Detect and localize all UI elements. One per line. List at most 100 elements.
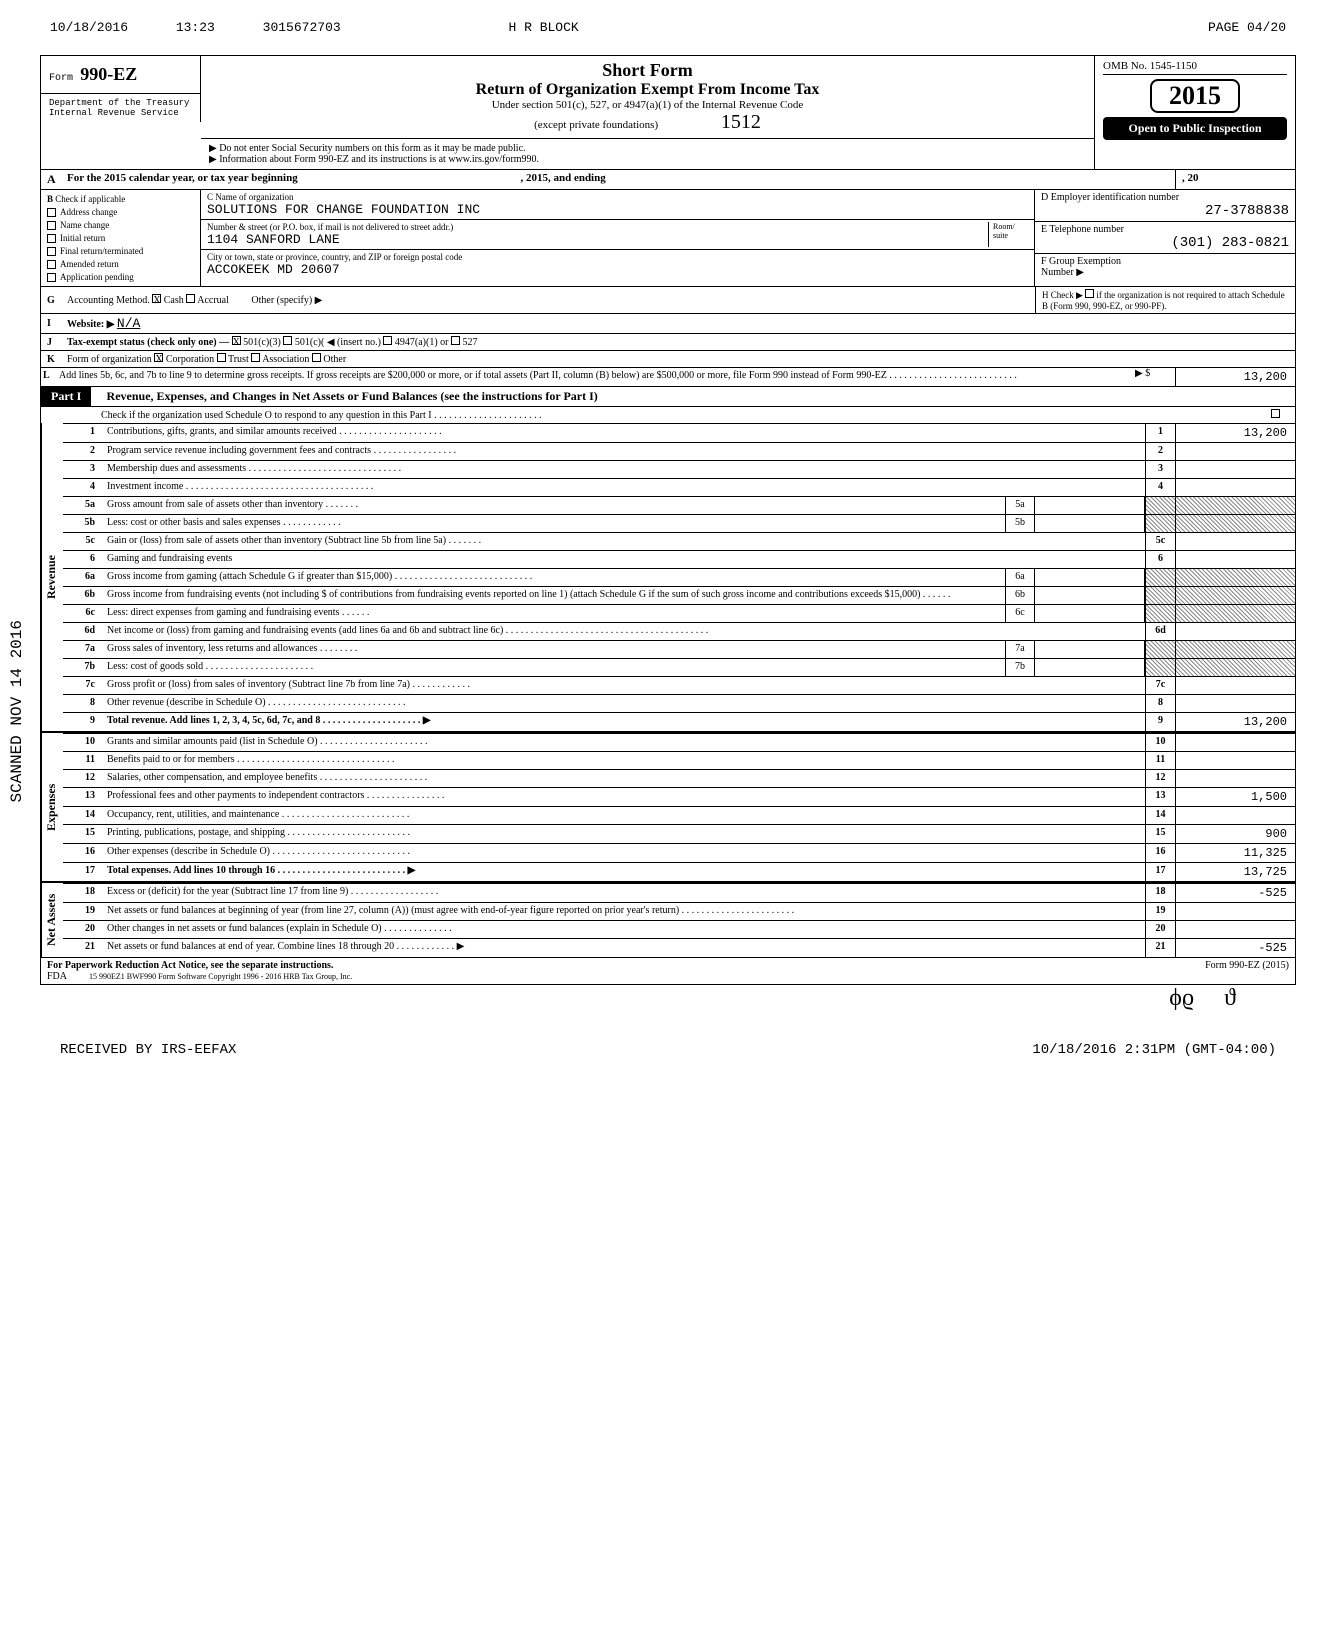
line-num-1: 1 — [63, 424, 103, 442]
received-time: 10/18/2016 2:31PM (GMT-04:00) — [1032, 1042, 1276, 1058]
room-label: Room/ suite — [988, 222, 1028, 247]
h-label: H Check ▶ — [1042, 290, 1083, 300]
revenue-label: Revenue — [41, 423, 63, 731]
instr-1: ▶ Do not enter Social Security numbers o… — [209, 143, 1086, 154]
line-desc-9: Total revenue. Add lines 1, 2, 3, 4, 5c,… — [103, 713, 1145, 731]
fda: FDA — [47, 971, 66, 982]
dept-treasury: Department of the Treasury — [49, 98, 192, 108]
check-accrual[interactable] — [186, 294, 195, 303]
line-num-18: 18 — [63, 884, 103, 902]
scanned-stamp: SCANNED NOV 14 2016 — [8, 620, 26, 802]
fax-number: 3015672703 — [263, 20, 341, 35]
line-num-6a: 6a — [63, 569, 103, 586]
mid-num-6a: 6a — [1005, 569, 1035, 586]
mid-val-5b — [1035, 515, 1145, 532]
amount-9: 13,200 — [1175, 713, 1295, 731]
amount-6 — [1175, 551, 1295, 568]
check-name[interactable] — [47, 221, 56, 230]
row-j-text: Tax-exempt status (check only one) — — [67, 337, 229, 348]
rval-shaded-7b — [1175, 659, 1295, 676]
check-corp[interactable]: X — [154, 353, 163, 362]
line-desc-1: Contributions, gifts, grants, and simila… — [103, 424, 1145, 442]
form-version: Form 990-EZ (2015) — [1205, 960, 1289, 982]
line-desc-10: Grants and similar amounts paid (list in… — [103, 734, 1145, 751]
check-501c[interactable] — [283, 336, 292, 345]
mid-val-7a — [1035, 641, 1145, 658]
line-num-6: 6 — [63, 551, 103, 568]
street-address: 1104 SANFORD LANE — [207, 232, 988, 247]
fax-page: PAGE 04/20 — [1208, 20, 1286, 35]
mid-num-6b: 6b — [1005, 587, 1035, 604]
amount-20 — [1175, 921, 1295, 938]
rnum-20: 20 — [1145, 921, 1175, 938]
line-num-6d: 6d — [63, 623, 103, 640]
check-pending[interactable] — [47, 273, 56, 282]
row-k-text: Form of organization — [67, 354, 152, 365]
amount-4 — [1175, 479, 1295, 496]
part1-check-line: Check if the organization used Schedule … — [41, 408, 1265, 423]
check-schedule-b[interactable] — [1085, 289, 1094, 298]
rnum-6d: 6d — [1145, 623, 1175, 640]
line-desc-7b: Less: cost of goods sold . . . . . . . .… — [103, 659, 1005, 676]
f-sub: Number ▶ — [1041, 267, 1289, 278]
line-desc-6d: Net income or (loss) from gaming and fun… — [103, 623, 1145, 640]
rnum-16: 16 — [1145, 844, 1175, 862]
check-trust[interactable] — [217, 353, 226, 362]
line-desc-17: Total expenses. Add lines 10 through 16 … — [103, 863, 1145, 881]
rval-shaded-6c — [1175, 605, 1295, 622]
check-527[interactable] — [451, 336, 460, 345]
row-g-text: Accounting Method. — [67, 295, 150, 306]
line-num-7c: 7c — [63, 677, 103, 694]
check-final[interactable] — [47, 247, 56, 256]
part1-title: Revenue, Expenses, and Changes in Net As… — [99, 387, 606, 405]
check-cash[interactable]: X — [152, 294, 161, 303]
check-schedule-o[interactable] — [1271, 409, 1280, 418]
row-j-label: J — [41, 335, 61, 350]
line-desc-6c: Less: direct expenses from gaming and fu… — [103, 605, 1005, 622]
rnum-19: 19 — [1145, 903, 1175, 920]
line-desc-13: Professional fees and other payments to … — [103, 788, 1145, 806]
line-desc-6a: Gross income from gaming (attach Schedul… — [103, 569, 1005, 586]
amount-11 — [1175, 752, 1295, 769]
row-i-text: Website: ▶ — [67, 319, 114, 330]
line-desc-12: Salaries, other compensation, and employ… — [103, 770, 1145, 787]
rnum-21: 21 — [1145, 939, 1175, 957]
mid-val-6b — [1035, 587, 1145, 604]
rnum-shaded-7b — [1145, 659, 1175, 676]
phone: (301) 283-0821 — [1041, 235, 1289, 251]
check-initial[interactable] — [47, 234, 56, 243]
dept-irs: Internal Revenue Service — [49, 108, 192, 118]
mid-num-7b: 7b — [1005, 659, 1035, 676]
check-address[interactable] — [47, 208, 56, 217]
check-amended[interactable] — [47, 260, 56, 269]
line-desc-3: Membership dues and assessments . . . . … — [103, 461, 1145, 478]
website: N/A — [117, 316, 140, 331]
form-number: 990-EZ — [80, 64, 137, 84]
rnum-5c: 5c — [1145, 533, 1175, 550]
row-k-label: K — [41, 352, 61, 367]
pra-notice: For Paperwork Reduction Act Notice, see … — [47, 960, 333, 971]
rnum-3: 3 — [1145, 461, 1175, 478]
amount-8 — [1175, 695, 1295, 712]
tax-year: 2015 — [1150, 79, 1240, 113]
rnum-13: 13 — [1145, 788, 1175, 806]
row-a-end: , 20 — [1175, 170, 1295, 189]
row-l-arrow: ▶ $ — [1135, 368, 1175, 386]
row-b-label: B — [47, 194, 53, 204]
rnum-11: 11 — [1145, 752, 1175, 769]
check-501c3[interactable]: X — [232, 336, 241, 345]
rval-shaded-6b — [1175, 587, 1295, 604]
line-desc-14: Occupancy, rent, utilities, and maintena… — [103, 807, 1145, 824]
omb-number: OMB No. 1545-1150 — [1103, 60, 1287, 75]
amount-19 — [1175, 903, 1295, 920]
rnum-2: 2 — [1145, 443, 1175, 460]
c-label: C Name of organization — [207, 192, 1028, 202]
open-public: Open to Public Inspection — [1103, 117, 1287, 140]
rnum-14: 14 — [1145, 807, 1175, 824]
line-desc-11: Benefits paid to or for members . . . . … — [103, 752, 1145, 769]
fax-date: 10/18/2016 — [50, 20, 128, 35]
check-assoc[interactable] — [251, 353, 260, 362]
check-other-org[interactable] — [312, 353, 321, 362]
line-num-5b: 5b — [63, 515, 103, 532]
check-4947[interactable] — [383, 336, 392, 345]
